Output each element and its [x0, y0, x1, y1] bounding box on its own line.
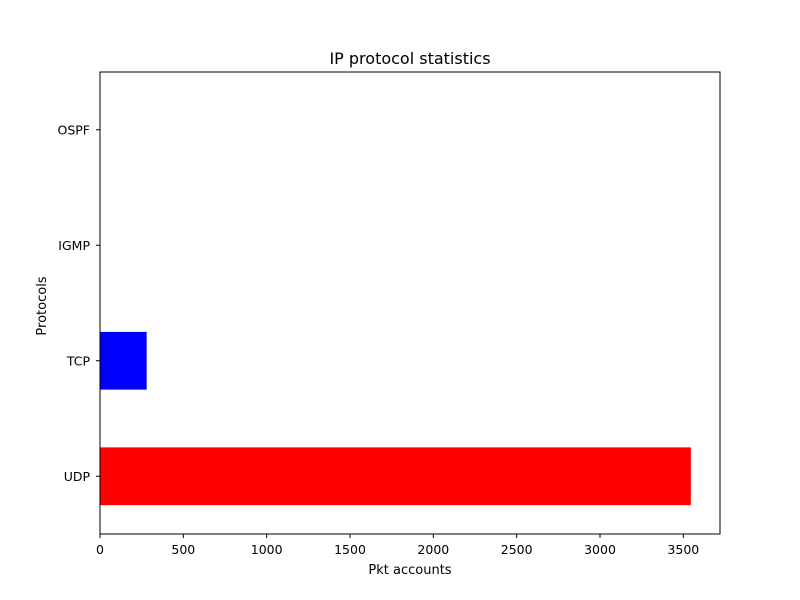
- y-axis-label: Protocols: [35, 276, 50, 335]
- plot-frame: [99, 71, 721, 535]
- x-tick-label-2000: 2000: [417, 542, 449, 557]
- x-tick-label-3000: 3000: [584, 542, 616, 557]
- y-tick-label-tcp: TCP: [66, 353, 91, 368]
- x-tick-label-1500: 1500: [334, 542, 366, 557]
- bars-group: [100, 331, 691, 506]
- bar-udp: [100, 447, 691, 506]
- x-tick-label-0: 0: [96, 542, 104, 557]
- x-tick-label-3500: 3500: [667, 542, 699, 557]
- y-tick-label-udp: UDP: [64, 469, 91, 484]
- y-axis: UDP TCP IGMP OSPF: [57, 122, 100, 484]
- x-tick-label-500: 500: [171, 542, 195, 557]
- bar-tcp: [100, 331, 147, 390]
- y-tick-label-igmp: IGMP: [58, 238, 90, 253]
- x-tick-label-2500: 2500: [501, 542, 533, 557]
- chart-title: IP protocol statistics: [329, 49, 490, 68]
- x-tick-label-1000: 1000: [251, 542, 283, 557]
- y-tick-label-ospf: OSPF: [57, 122, 90, 137]
- x-axis-label: Pkt accounts: [368, 563, 451, 578]
- x-axis: 0 500 1000 1500 2000 2500 3000 3500: [96, 534, 699, 557]
